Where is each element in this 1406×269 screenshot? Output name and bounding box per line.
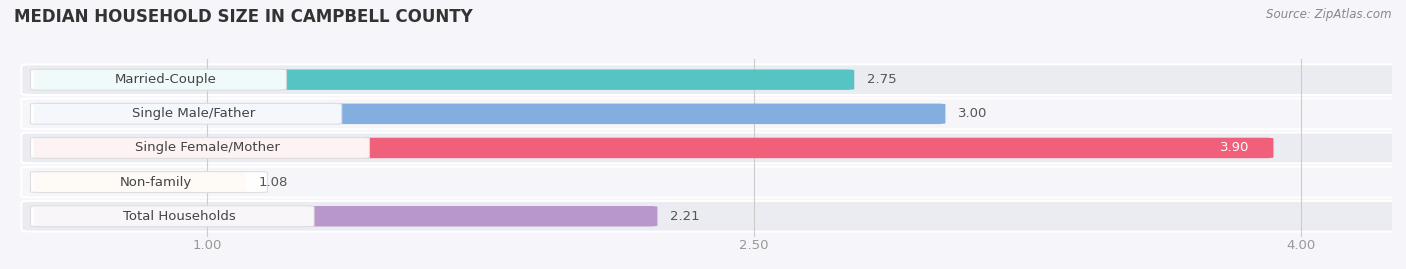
Text: Single Male/Father: Single Male/Father	[132, 107, 254, 120]
Text: Married-Couple: Married-Couple	[115, 73, 217, 86]
Text: 2.75: 2.75	[868, 73, 897, 86]
FancyBboxPatch shape	[31, 69, 287, 90]
FancyBboxPatch shape	[34, 206, 658, 226]
Text: 3.00: 3.00	[957, 107, 987, 120]
FancyBboxPatch shape	[31, 172, 267, 193]
FancyBboxPatch shape	[21, 64, 1406, 95]
Text: Source: ZipAtlas.com: Source: ZipAtlas.com	[1267, 8, 1392, 21]
Text: 3.90: 3.90	[1220, 141, 1250, 154]
FancyBboxPatch shape	[34, 69, 855, 90]
FancyBboxPatch shape	[21, 167, 1406, 197]
FancyBboxPatch shape	[34, 172, 246, 192]
FancyBboxPatch shape	[34, 138, 1274, 158]
FancyBboxPatch shape	[31, 103, 342, 124]
Text: Non-family: Non-family	[120, 176, 193, 189]
FancyBboxPatch shape	[31, 206, 314, 227]
FancyBboxPatch shape	[21, 201, 1406, 232]
FancyBboxPatch shape	[21, 98, 1406, 129]
FancyBboxPatch shape	[21, 133, 1406, 163]
Text: Single Female/Mother: Single Female/Mother	[135, 141, 280, 154]
FancyBboxPatch shape	[31, 137, 370, 158]
Text: 1.08: 1.08	[259, 176, 288, 189]
Text: MEDIAN HOUSEHOLD SIZE IN CAMPBELL COUNTY: MEDIAN HOUSEHOLD SIZE IN CAMPBELL COUNTY	[14, 8, 472, 26]
Text: Total Households: Total Households	[124, 210, 236, 223]
Text: 2.21: 2.21	[671, 210, 700, 223]
FancyBboxPatch shape	[34, 104, 945, 124]
